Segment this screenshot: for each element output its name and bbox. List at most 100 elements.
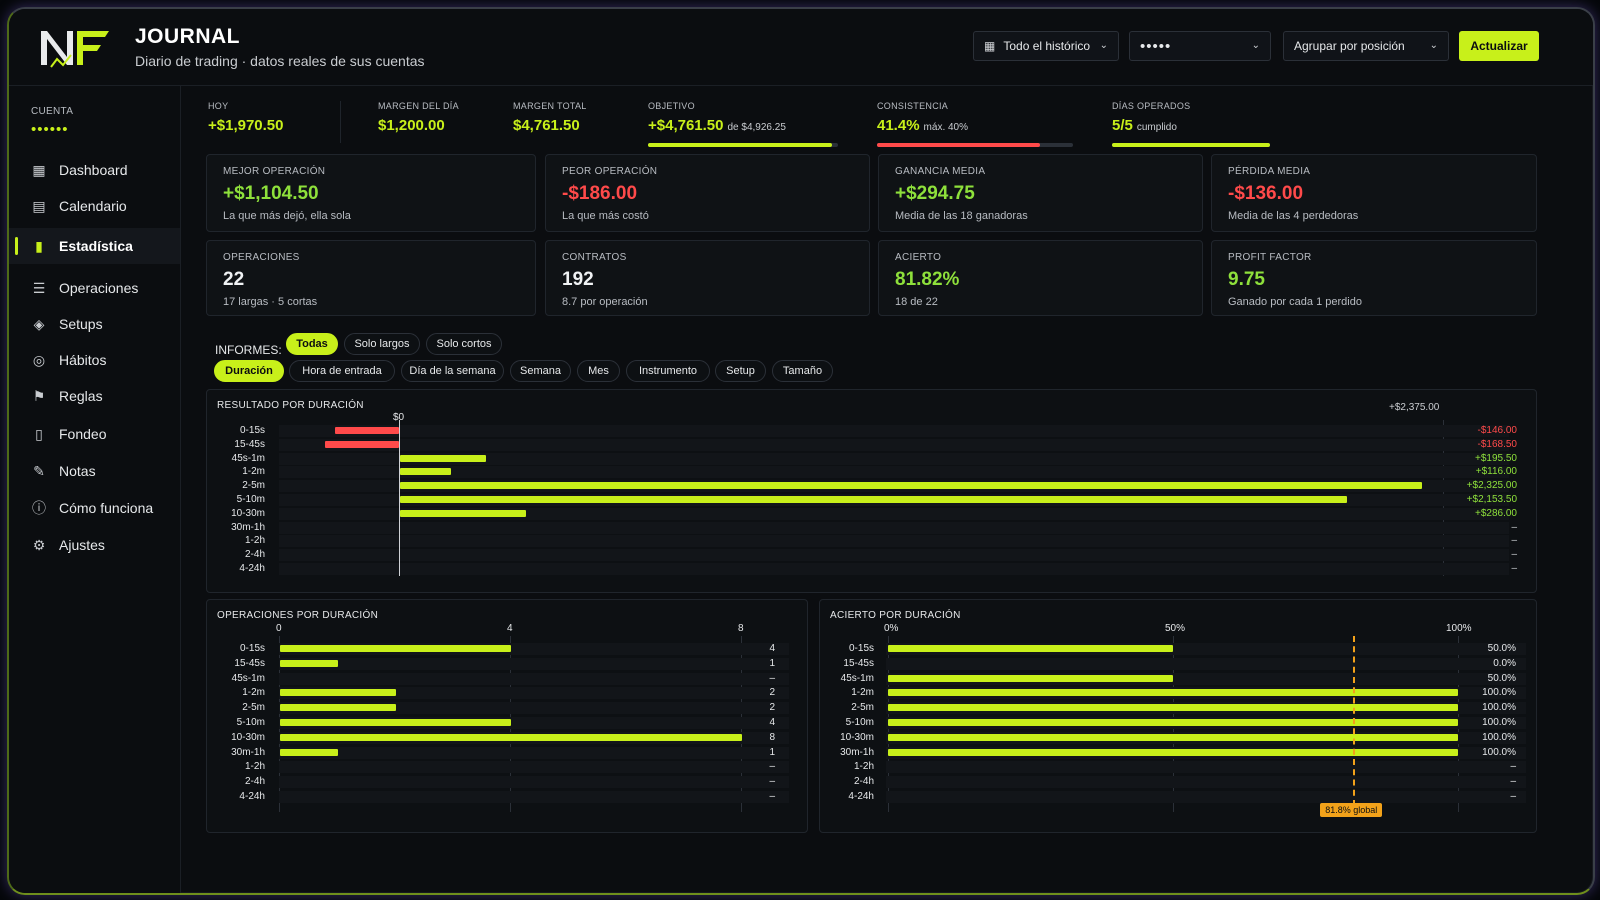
account-select[interactable]: ••••• ⌄ bbox=[1129, 31, 1271, 61]
diamond-icon: ◈ bbox=[33, 315, 45, 332]
kpi-value: $1,200.00 bbox=[378, 117, 445, 134]
filter-side-solo-largos[interactable]: Solo largos bbox=[344, 333, 420, 355]
value-label: – bbox=[1511, 521, 1517, 533]
sidebar-item-estad-stica[interactable]: ▮ Estadística bbox=[9, 228, 180, 264]
stat-card-value: -$186.00 bbox=[562, 183, 638, 204]
category-label: 0-15s bbox=[239, 643, 265, 654]
count-bar bbox=[280, 733, 742, 741]
category-label: 10-30m bbox=[231, 507, 265, 519]
sidebar: CUENTA •••••• ▦ Dashboard ▤ Calendario ▮ Esta… bbox=[9, 86, 181, 893]
kpi-label: MARGEN DEL DÍA bbox=[378, 101, 459, 111]
count-bar bbox=[280, 704, 396, 712]
update-button[interactable]: Actualizar bbox=[1459, 31, 1539, 61]
value-label: – bbox=[769, 776, 775, 788]
stat-card-subtitle: 17 largas · 5 cortas bbox=[223, 296, 318, 308]
filter-group-0[interactable]: Duración bbox=[214, 360, 284, 382]
sidebar-item-ajustes[interactable]: ⚙ Ajustes bbox=[9, 527, 180, 563]
chart-title: RESULTADO POR DURACIÓN bbox=[217, 400, 364, 411]
chevron-down-icon: ⌄ bbox=[1251, 40, 1260, 51]
category-label: 1-2h bbox=[853, 761, 874, 773]
winrate-bar bbox=[888, 748, 1458, 756]
kpi-label: MARGEN TOTAL bbox=[513, 101, 587, 111]
account-select-value: ••••• bbox=[1140, 37, 1172, 55]
result-by-duration-panel: RESULTADO POR DURACIÓN $0 +$2,375.00 0-15s… bbox=[206, 389, 1537, 593]
sidebar-item-operaciones[interactable]: ☰ Operaciones bbox=[9, 270, 180, 306]
kpi-value: +$4,761.50 bbox=[648, 117, 724, 134]
sidebar-item-dashboard[interactable]: ▦ Dashboard bbox=[9, 152, 180, 188]
result-bar bbox=[400, 482, 1423, 490]
kpi-hoy: HOY +$1,970.50 bbox=[208, 101, 284, 134]
filter-group-6[interactable]: Setup bbox=[715, 360, 766, 382]
sidebar-item-label: Hábitos bbox=[59, 352, 107, 368]
winrate-by-duration-panel: ACIERTO POR DURACIÓN 0% 50% 100% 0-15s 50.0%… bbox=[819, 599, 1537, 833]
stat-card-label: GANANCIA MEDIA bbox=[895, 166, 986, 177]
objetivo-progress bbox=[648, 143, 838, 147]
reports-label: INFORMES: bbox=[215, 343, 282, 357]
category-label: 4-24h bbox=[239, 791, 265, 802]
category-label: 4-24h bbox=[239, 563, 265, 574]
value-label: 1 bbox=[769, 657, 775, 669]
winrate-bar bbox=[888, 645, 1173, 652]
global-winrate-badge: 81.8% global bbox=[1320, 803, 1383, 817]
progress-fill bbox=[1112, 143, 1270, 147]
sidebar-item-setups[interactable]: ◈ Setups bbox=[9, 306, 180, 342]
stat-card-label: PROFIT FACTOR bbox=[1228, 252, 1312, 263]
filter-group-5[interactable]: Instrumento bbox=[626, 360, 710, 382]
filter-side-todas[interactable]: Todas bbox=[286, 333, 338, 355]
category-label: 2-5m bbox=[851, 702, 874, 714]
stat-card-label: ACIERTO bbox=[895, 252, 942, 263]
stat-card: OPERACIONES 22 17 largas · 5 cortas bbox=[206, 240, 536, 316]
sidebar-item-h-bitos[interactable]: ◎ Hábitos bbox=[9, 342, 180, 378]
row-background bbox=[279, 657, 789, 670]
value-label: 100.0% bbox=[1482, 687, 1516, 699]
period-select[interactable]: ▦ Todo el histórico ⌄ bbox=[973, 31, 1119, 61]
axis-tick-label: 100% bbox=[1446, 623, 1472, 634]
stat-card-subtitle: Ganado por cada 1 perdido bbox=[1228, 296, 1362, 308]
kpi-note: cumplido bbox=[1136, 122, 1177, 133]
stat-card-subtitle: Media de las 4 perdedoras bbox=[1228, 210, 1359, 222]
filter-group-1[interactable]: Hora de entrada bbox=[289, 360, 395, 382]
sidebar-item-label: Fondeo bbox=[59, 426, 107, 442]
category-label: 5-10m bbox=[845, 717, 874, 728]
row-background bbox=[279, 438, 1509, 451]
kpi-note: máx. 40% bbox=[923, 122, 969, 133]
value-label: +$116.00 bbox=[1475, 466, 1517, 478]
group-select[interactable]: Agrupar por posición ⌄ bbox=[1283, 31, 1449, 61]
filter-group-2[interactable]: Día de la semana bbox=[401, 360, 504, 382]
sidebar-item-notas[interactable]: ✎ Notas bbox=[9, 453, 180, 489]
stat-card: PROFIT FACTOR 9.75 Ganado por cada 1 perdi… bbox=[1211, 240, 1537, 316]
row-background bbox=[279, 425, 1509, 437]
sidebar-item-fondeo[interactable]: ▯ Fondeo bbox=[9, 416, 180, 452]
sidebar-item-label: Setups bbox=[59, 316, 103, 332]
sidebar-item-calendario[interactable]: ▤ Calendario bbox=[9, 188, 180, 224]
category-label: 1-2m bbox=[851, 687, 874, 699]
book-icon: ▯ bbox=[35, 425, 43, 442]
stat-card: PEOR OPERACIÓN -$186.00 La que más costó bbox=[545, 154, 870, 232]
sidebar-item-label: Notas bbox=[59, 463, 96, 479]
row-background bbox=[886, 791, 1526, 803]
sidebar-item-label: Estadística bbox=[59, 238, 133, 254]
count-bar bbox=[280, 689, 396, 697]
pencil-icon: ✎ bbox=[33, 462, 45, 479]
brand-logo bbox=[41, 31, 109, 68]
filter-side-solo-cortos[interactable]: Solo cortos bbox=[426, 333, 502, 355]
row-background bbox=[886, 761, 1526, 774]
kpi-label: HOY bbox=[208, 101, 229, 111]
kpi-label: DÍAS OPERADOS bbox=[1112, 101, 1191, 111]
row-background bbox=[279, 776, 789, 789]
value-label: 50.0% bbox=[1487, 672, 1516, 684]
row-background bbox=[279, 507, 1509, 520]
filter-group-3[interactable]: Semana bbox=[510, 360, 571, 382]
value-label: -$168.50 bbox=[1477, 438, 1517, 450]
row-background bbox=[279, 746, 789, 759]
sidebar-item-c-mo-funciona[interactable]: ⓘ Cómo funciona bbox=[9, 490, 180, 526]
sidebar-item-reglas[interactable]: ⚑ Reglas bbox=[9, 378, 180, 414]
filter-group-4[interactable]: Mes bbox=[577, 360, 620, 382]
sidebar-item-label: Cómo funciona bbox=[59, 500, 154, 516]
stat-card-value: 81.82% bbox=[895, 269, 960, 290]
sidebar-item-label: Dashboard bbox=[59, 162, 128, 178]
category-label: 10-30m bbox=[231, 731, 265, 743]
result-bar bbox=[334, 427, 399, 434]
stat-card-subtitle: La que más dejó, ella sola bbox=[223, 210, 351, 222]
filter-group-7[interactable]: Tamaño bbox=[772, 360, 833, 382]
